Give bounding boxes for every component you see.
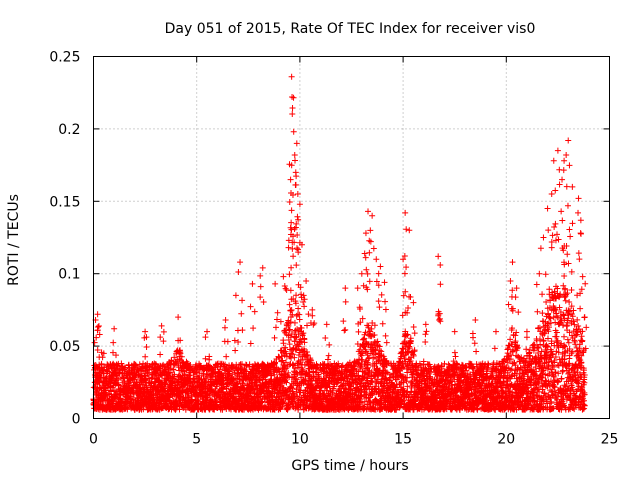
data-point xyxy=(289,307,295,313)
data-point xyxy=(294,313,300,319)
data-point xyxy=(287,341,293,347)
data-point xyxy=(372,332,378,338)
data-point xyxy=(293,292,299,298)
data-point xyxy=(287,302,293,308)
data-point xyxy=(404,375,410,381)
data-point xyxy=(292,320,298,326)
data-points xyxy=(90,74,589,413)
data-point xyxy=(297,317,303,323)
data-point xyxy=(295,305,301,311)
